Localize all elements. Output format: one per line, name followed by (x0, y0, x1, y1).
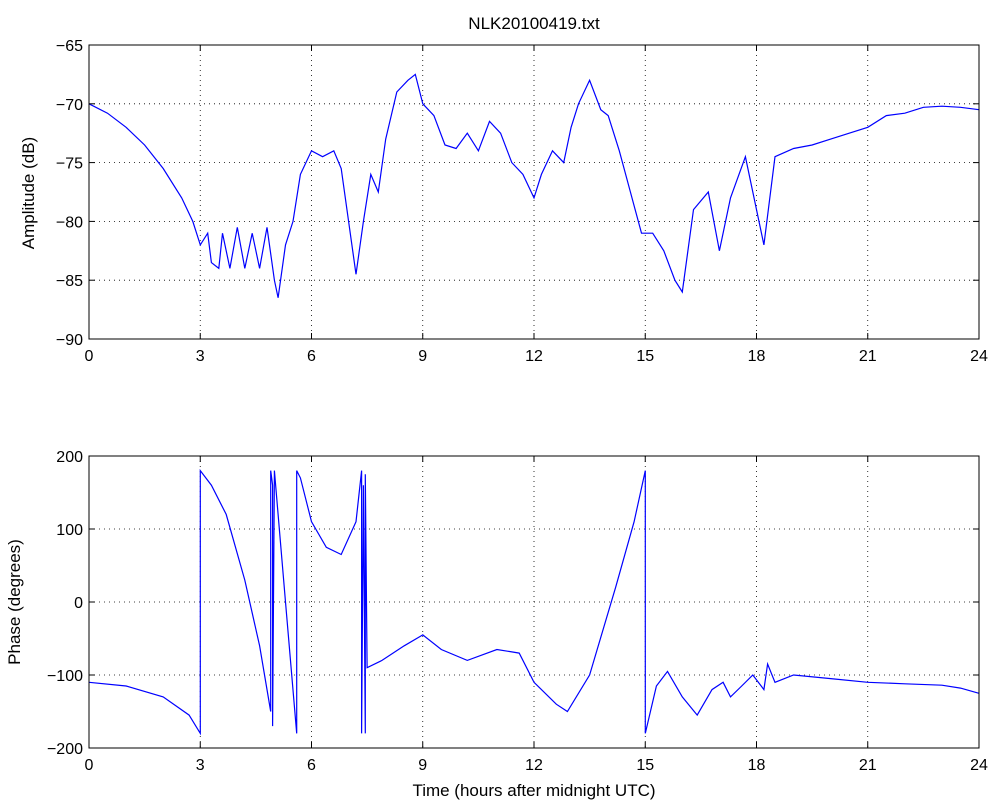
amplitude-y-tick-label: −80 (56, 214, 83, 231)
phase-x-tick-label: 12 (525, 757, 543, 774)
phase-x-tick-label: 0 (85, 757, 94, 774)
phase-y-tick-label: 100 (56, 522, 83, 539)
amplitude-x-tick-label: 0 (85, 348, 94, 365)
amplitude-y-tick-label: −65 (56, 38, 83, 55)
amplitude-grid (89, 45, 979, 339)
phase-x-axis-label: Time (hours after midnight UTC) (412, 781, 655, 800)
phase-x-tick-label: 18 (748, 757, 766, 774)
phase-x-tick-label: 21 (859, 757, 877, 774)
amplitude-y-axis-label: Amplitude (dB) (19, 137, 38, 249)
phase-y-tick-label: 0 (74, 595, 83, 612)
phase-panel: 0 3 6 9 12 15 18 21 24 −200 −100 0 100 200 Phase (deg… (5, 449, 988, 800)
phase-x-tick-label: 15 (636, 757, 654, 774)
amplitude-x-tick-label: 9 (418, 348, 427, 365)
phase-x-tick-label: 6 (307, 757, 316, 774)
amplitude-x-tick-label: 6 (307, 348, 316, 365)
phase-y-axis-label: Phase (degrees) (5, 539, 24, 665)
amplitude-y-tick-label: −85 (56, 273, 83, 290)
amplitude-x-tick-label: 12 (525, 348, 543, 365)
phase-ticks: 0 3 6 9 12 15 18 21 24 −200 −100 0 100 200 (47, 449, 988, 774)
amplitude-panel: NLK20100419.txt 0 3 6 9 12 15 18 21 24 −90 −85 −80 −… (19, 14, 988, 365)
amplitude-x-tick-label: 3 (196, 348, 205, 365)
amplitude-chart-title: NLK20100419.txt (468, 14, 600, 33)
phase-y-tick-label: −200 (47, 741, 83, 758)
amplitude-y-tick-label: −70 (56, 97, 83, 114)
amplitude-y-tick-label: −75 (56, 156, 83, 173)
amplitude-x-tick-label: 15 (636, 348, 654, 365)
amplitude-y-tick-label: −90 (56, 332, 83, 349)
phase-y-tick-label: 200 (56, 449, 83, 466)
phase-series-line (88, 468, 980, 736)
phase-x-tick-label: 3 (196, 757, 205, 774)
phase-y-tick-label: −100 (47, 668, 83, 685)
phase-x-tick-label: 9 (418, 757, 427, 774)
amplitude-x-tick-label: 24 (970, 348, 988, 365)
amplitude-series-line (88, 73, 980, 298)
amplitude-x-tick-label: 21 (859, 348, 877, 365)
amplitude-ticks: 0 3 6 9 12 15 18 21 24 −90 −85 −80 −75 −70 −65 (56, 38, 988, 365)
amplitude-x-tick-label: 18 (748, 348, 766, 365)
phase-x-tick-label: 24 (970, 757, 988, 774)
